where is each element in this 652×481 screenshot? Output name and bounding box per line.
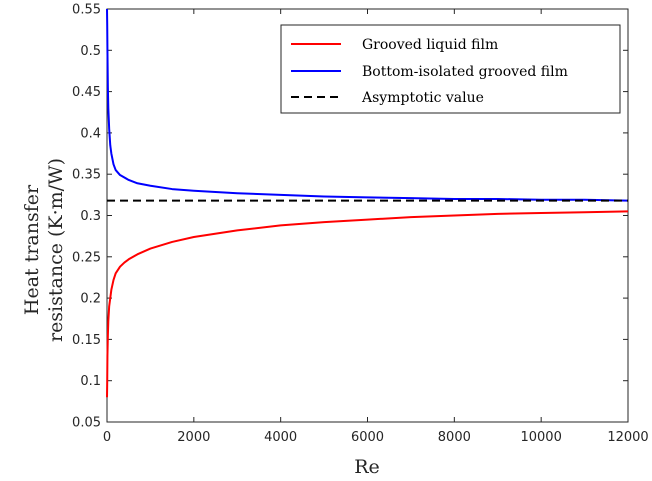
legend-label-grooved: Grooved liquid film (362, 37, 498, 53)
y-tick-label: 0.25 (72, 250, 101, 265)
y-axis-label-line-2: resistance (K·m/W) (45, 158, 67, 342)
y-tick-label: 0.4 (80, 126, 101, 141)
y-tick-label: 0.3 (80, 209, 101, 224)
series-line-bottom-isolated-grooved-film (106, 8, 629, 202)
y-tick-label: 0.5 (80, 44, 101, 59)
y-tick-label: 0.35 (72, 168, 101, 183)
x-tick-label: 6000 (351, 430, 384, 445)
y-axis-label-line-1: Heat transfer (21, 184, 43, 315)
y-tick-label: 0.05 (72, 416, 101, 431)
legend-label-bottom-isolated: Bottom-isolated grooved film (362, 64, 568, 80)
x-tick-label: 0 (103, 430, 111, 445)
y-tick-label: 0.2 (80, 292, 101, 307)
legend-label-asymptotic: Asymptotic value (361, 90, 484, 106)
y-tick-label: 0.55 (72, 3, 101, 18)
legend-box (280, 24, 621, 114)
x-tick-label: 10000 (520, 430, 561, 445)
legend: Grooved liquid film Bottom-isolated groo… (280, 24, 621, 114)
x-axis-label: Re (354, 456, 380, 478)
y-tick-label: 0.1 (80, 374, 101, 389)
ticks: 0 2000 4000 6000 8000 10000 12000 0.05 0.1 0.15 0.… (72, 3, 649, 446)
x-tick-label: 2000 (177, 430, 210, 445)
x-tick-label: 8000 (438, 430, 471, 445)
series-line-grooved-liquid-film (106, 210, 629, 398)
y-axis-label: Heat transfer resistance (K·m/W) (21, 158, 67, 342)
series-lines (106, 8, 629, 398)
x-tick-label: 12000 (607, 430, 648, 445)
y-tick-label: 0.45 (72, 85, 101, 100)
x-tick-label: 4000 (264, 430, 297, 445)
y-tick-label: 0.15 (72, 333, 101, 348)
